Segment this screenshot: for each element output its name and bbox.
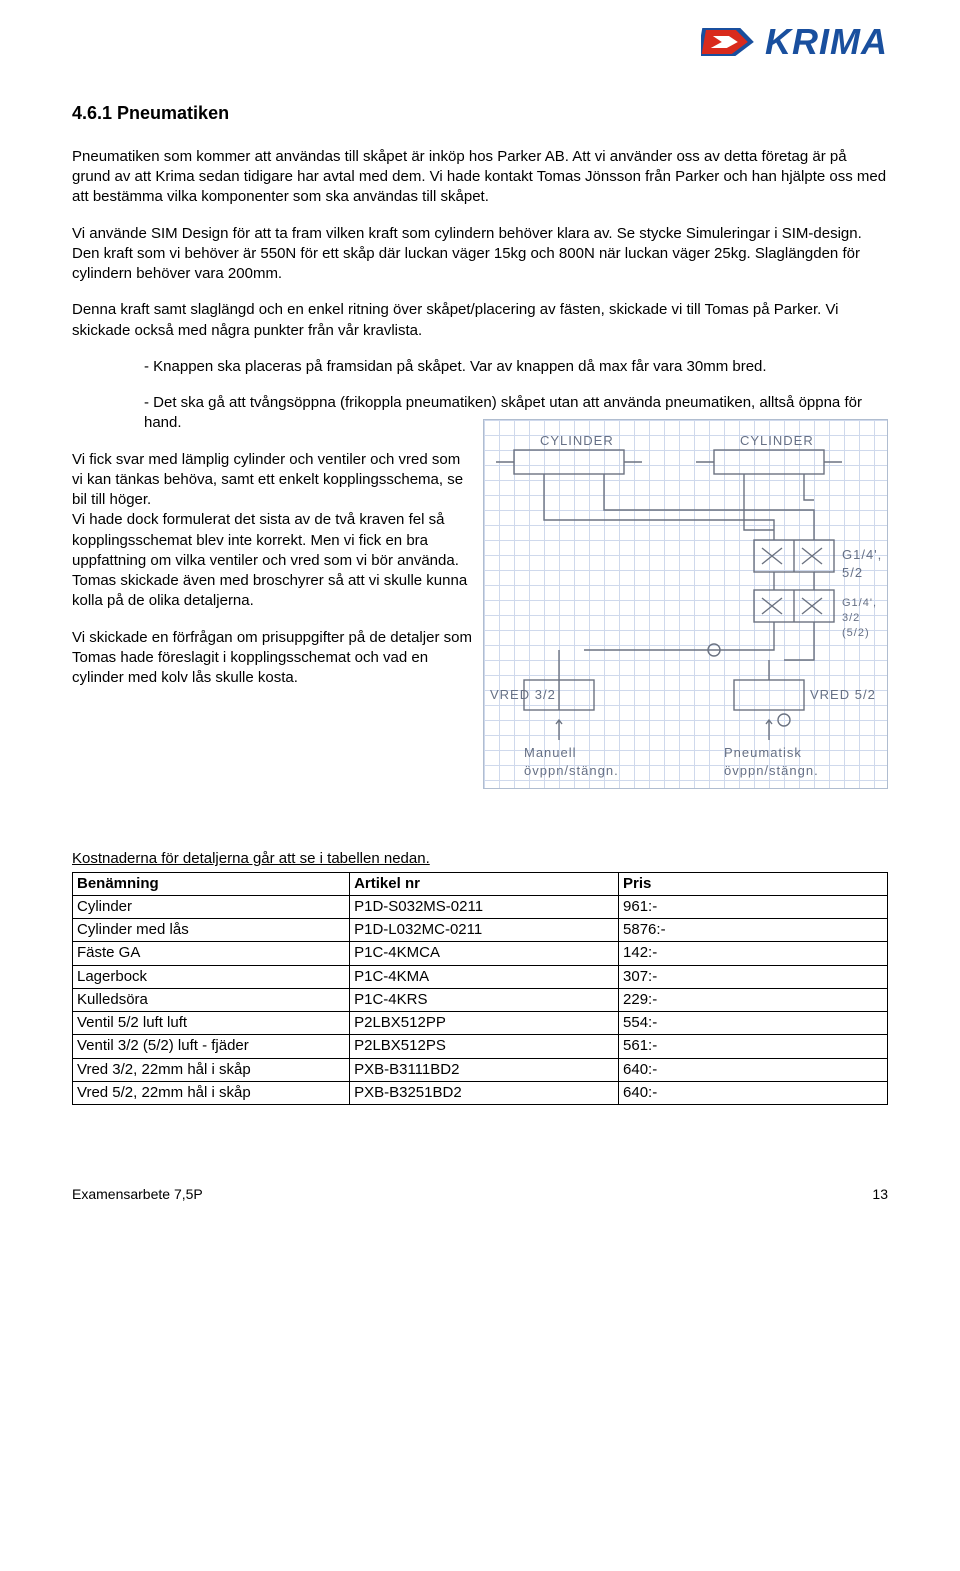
paragraph-1: Pneumatiken som kommer att användas till… (72, 147, 888, 208)
sketch-label-valve-5-2: G1/4', 5/2 (842, 546, 887, 581)
table-row: LagerbockP1C-4KMA307:- (73, 965, 888, 988)
sketch-label-cylinder-1: CYLINDER (540, 432, 614, 450)
table-cell: P1C-4KMA (350, 965, 619, 988)
table-cell: 5876:- (619, 919, 888, 942)
page-footer: Examensarbete 7,5P 13 (72, 1185, 888, 1204)
table-cell: PXB-B3251BD2 (350, 1081, 619, 1104)
table-cell: Fäste GA (73, 942, 350, 965)
table-cell: 554:- (619, 1012, 888, 1035)
table-header-price: Pris (619, 872, 888, 895)
company-logo: KRIMA (701, 18, 888, 67)
table-cell: P2LBX512PS (350, 1035, 619, 1058)
bullet-2-intro: - Det ska gå att tvångsöppna (frikoppla … (144, 393, 888, 413)
sketch-drawing (484, 420, 888, 789)
table-cell: PXB-B3111BD2 (350, 1058, 619, 1081)
table-cell: Ventil 5/2 luft luft (73, 1012, 350, 1035)
table-cell: P2LBX512PP (350, 1012, 619, 1035)
sketch-label-vred-2: VRED 5/2 (810, 686, 876, 704)
footer-right: 13 (872, 1185, 888, 1204)
table-row: Vred 3/2, 22mm hål i skåpPXB-B3111BD2640… (73, 1058, 888, 1081)
table-cell: P1C-4KMCA (350, 942, 619, 965)
cost-table: Benämning Artikel nr Pris CylinderP1D-S0… (72, 872, 888, 1106)
table-cell: Ventil 3/2 (5/2) luft - fjäder (73, 1035, 350, 1058)
table-cell: Cylinder (73, 895, 350, 918)
table-cell: P1D-S032MS-0211 (350, 895, 619, 918)
table-row: Cylinder med låsP1D-L032MC-02115876:- (73, 919, 888, 942)
sketch-label-valve-3-2: G1/4', 3/2 (5/2) (842, 596, 887, 641)
sketch-label-pneumatic: Pneumatisk övppn/stängn. (724, 744, 819, 779)
table-cell: 961:- (619, 895, 888, 918)
table-cell: 561:- (619, 1035, 888, 1058)
table-row: Ventil 3/2 (5/2) luft - fjäderP2LBX512PS… (73, 1035, 888, 1058)
table-row: Vred 5/2, 22mm hål i skåpPXB-B3251BD2640… (73, 1081, 888, 1104)
table-row: KulledsöraP1C-4KRS229:- (73, 988, 888, 1011)
table-row: Ventil 5/2 luft luftP2LBX512PP554:- (73, 1012, 888, 1035)
sketch-label-cylinder-2: CYLINDER (740, 432, 814, 450)
table-cell: 640:- (619, 1058, 888, 1081)
bullet-1: - Knappen ska placeras på framsidan på s… (144, 357, 888, 377)
table-cell: Kulledsöra (73, 988, 350, 1011)
table-cell: P1D-L032MC-0211 (350, 919, 619, 942)
paragraph-2: Vi använde SIM Design för att ta fram vi… (72, 224, 888, 285)
paragraph-3: Denna kraft samt slaglängd och en enkel … (72, 300, 888, 341)
sketch-label-vred-1: VRED 3/2 (490, 686, 556, 704)
table-cell: P1C-4KRS (350, 988, 619, 1011)
table-cell: 640:- (619, 1081, 888, 1104)
pneumatics-sketch: CYLINDER CYLINDER G1/4', 5/2 G1/4', 3/2 … (483, 419, 888, 789)
bullet-2-line1: - Det ska gå att tvångsöppna (frikoppla … (144, 394, 862, 411)
table-cell: Vred 3/2, 22mm hål i skåp (73, 1058, 350, 1081)
table-body: CylinderP1D-S032MS-0211961:-Cylinder med… (73, 895, 888, 1104)
table-header-name: Benämning (73, 872, 350, 895)
table-row: CylinderP1D-S032MS-0211961:- (73, 895, 888, 918)
table-lead: Kostnaderna för detaljerna går att se i … (72, 849, 888, 869)
wrap-section: CYLINDER CYLINDER G1/4', 5/2 G1/4', 3/2 … (72, 413, 888, 789)
logo-text: KRIMA (765, 18, 888, 67)
table-row: Fäste GAP1C-4KMCA142:- (73, 942, 888, 965)
table-cell: Vred 5/2, 22mm hål i skåp (73, 1081, 350, 1104)
table-cell: Lagerbock (73, 965, 350, 988)
logo-arrow-icon (701, 24, 761, 60)
sketch-label-manual: Manuell övppn/stängn. (524, 744, 619, 779)
footer-left: Examensarbete 7,5P (72, 1185, 203, 1204)
table-header-row: Benämning Artikel nr Pris (73, 872, 888, 895)
logo-bar: KRIMA (72, 18, 888, 67)
section-heading: 4.6.1 Pneumatiken (72, 101, 888, 125)
table-cell: 142:- (619, 942, 888, 965)
table-cell: 229:- (619, 988, 888, 1011)
table-cell: Cylinder med lås (73, 919, 350, 942)
table-header-article: Artikel nr (350, 872, 619, 895)
table-cell: 307:- (619, 965, 888, 988)
